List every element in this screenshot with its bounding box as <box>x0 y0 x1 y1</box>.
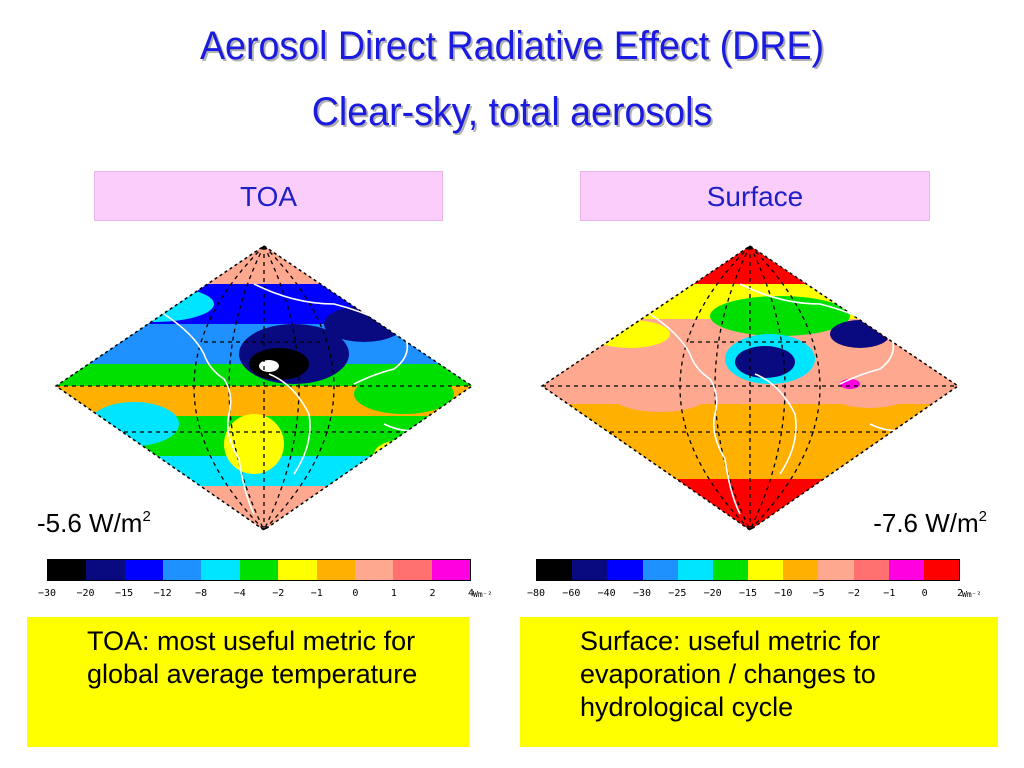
colorbar-tick-label: −10 <box>774 588 793 599</box>
colorbar-swatch <box>316 560 355 580</box>
colorbar-swatch <box>572 560 608 580</box>
colorbar-swatch <box>431 560 470 580</box>
colorbar-swatch <box>607 560 643 580</box>
colorbar-tick-label: 4 <box>467 588 475 599</box>
colorbar-swatch <box>923 560 960 580</box>
colorbar-tick-label: −12 <box>153 588 172 599</box>
colorbar-tick-label: 1 <box>390 588 397 599</box>
toa-colorbar-ticks: −30 −20 −15 −12 −8 −4 −2 −1 0 1 2 4 <box>38 588 475 602</box>
slide-title: Aerosol Direct Radiative Effect (DRE) <box>199 24 825 68</box>
toa-colorbar <box>47 559 471 581</box>
colorbar-tick-label: −25 <box>668 588 687 599</box>
colorbar-swatch <box>163 560 202 580</box>
colorbar-swatch <box>677 560 713 580</box>
surface-dre-map <box>540 245 960 531</box>
toa-global-mean: -5.6 W/m2 <box>37 508 151 538</box>
toa-dre-map <box>54 245 474 531</box>
toa-panel-label: TOA <box>94 171 443 221</box>
colorbar-tick-label: −15 <box>115 588 134 599</box>
colorbar-swatch <box>239 560 279 580</box>
colorbar-tick-label: 0 <box>921 588 928 599</box>
colorbar-swatch <box>853 560 889 580</box>
colorbar-tick-label: −20 <box>703 588 722 599</box>
colorbar-swatch <box>48 560 87 580</box>
colorbar-swatch <box>642 560 678 580</box>
colorbar-tick-label: −60 <box>562 588 581 599</box>
toa-colorbar-unit: Wm⁻² <box>473 590 493 599</box>
colorbar-tick-label: −40 <box>597 588 616 599</box>
colorbar-tick-label: 2 <box>429 588 436 599</box>
colorbar-swatch <box>818 560 854 580</box>
colorbar-tick-label: −80 <box>526 588 546 599</box>
colorbar-tick-label: −15 <box>738 588 758 599</box>
colorbar-tick-label: −2 <box>847 588 861 599</box>
colorbar-swatch <box>783 560 819 580</box>
colorbar-tick-label: −8 <box>195 588 208 599</box>
colorbar-tick-label: −2 <box>272 588 285 599</box>
colorbar-swatch <box>201 560 240 580</box>
surface-note: Surface: useful metric for evaporation /… <box>520 617 998 747</box>
colorbar-tick-label: −30 <box>37 588 57 599</box>
colorbar-swatch <box>393 560 432 580</box>
colorbar-tick-label: −4 <box>233 588 246 599</box>
colorbar-swatch <box>712 560 749 580</box>
toa-note: TOA: most useful metric for global avera… <box>27 617 469 747</box>
colorbar-tick-label: −30 <box>632 588 652 599</box>
colorbar-tick-label: −20 <box>76 588 95 599</box>
surface-colorbar-ticks: −80 −60 −40 −30 −25 −20 −15 −10 −5 −2 −1 0 2 <box>527 588 964 602</box>
colorbar-tick-label: −1 <box>310 588 323 599</box>
colorbar-swatch <box>278 560 317 580</box>
surface-colorbar-unit: Wm⁻² <box>962 590 982 599</box>
colorbar-tick-label: 0 <box>352 588 359 599</box>
colorbar-tick-label: −1 <box>883 588 896 599</box>
colorbar-tick-label: −5 <box>812 588 825 599</box>
colorbar-swatch <box>888 560 924 580</box>
colorbar-swatch <box>124 560 164 580</box>
colorbar-swatch <box>86 560 125 580</box>
surface-global-mean: -7.6 W/m2 <box>873 508 987 538</box>
colorbar-swatch <box>537 560 573 580</box>
surface-panel-label: Surface <box>580 171 930 221</box>
colorbar-swatch <box>748 560 784 580</box>
colorbar-tick-label: 2 <box>956 588 964 599</box>
colorbar-swatch <box>354 560 394 580</box>
slide-subtitle: Clear-sky, total aerosols <box>311 90 713 134</box>
surface-colorbar <box>536 559 960 581</box>
